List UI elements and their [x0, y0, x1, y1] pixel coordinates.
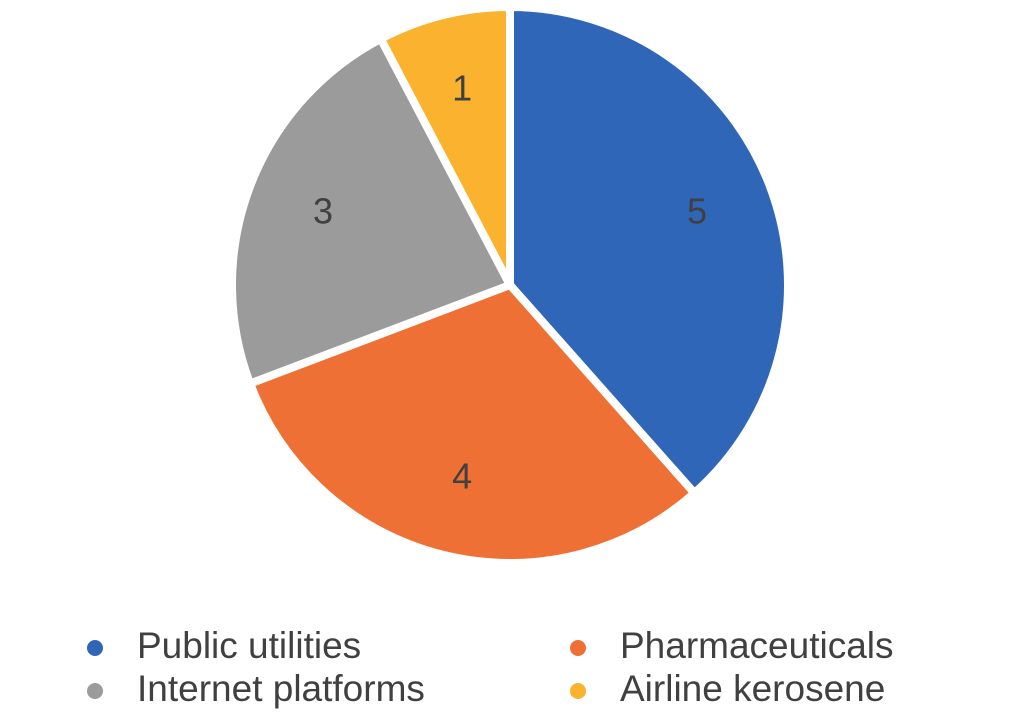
- legend-marker: [87, 640, 103, 656]
- pie-slice: [506, 3, 792, 498]
- data-label: 1: [452, 67, 472, 108]
- legend-label: Airline kerosene: [620, 668, 885, 709]
- legend-marker: [570, 640, 586, 656]
- legend-marker: [570, 683, 586, 699]
- data-label: 4: [452, 456, 472, 497]
- data-label: 3: [313, 191, 333, 232]
- legend-label: Public utilities: [137, 625, 361, 666]
- legend-marker: [87, 683, 103, 699]
- pie-slice: [246, 281, 699, 567]
- pie-slice: [376, 3, 514, 289]
- pie-slice: [228, 34, 514, 388]
- legend-label: Pharmaceuticals: [620, 625, 894, 666]
- legend-label: Internet platforms: [137, 668, 425, 709]
- data-label: 5: [687, 191, 707, 232]
